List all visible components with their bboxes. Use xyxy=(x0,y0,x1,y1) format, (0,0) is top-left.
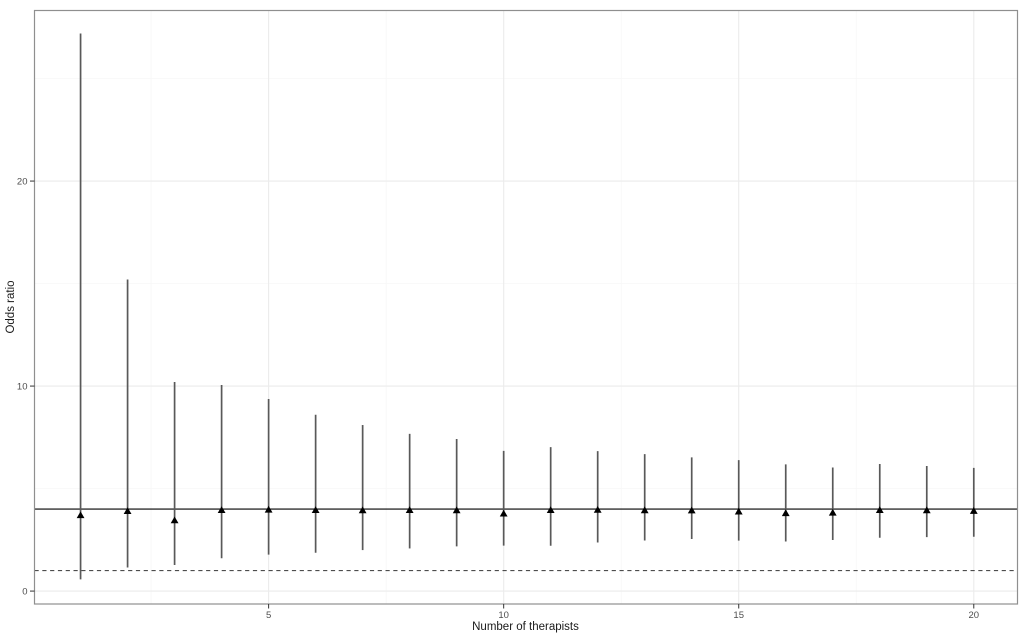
point-marker-triangle xyxy=(640,506,649,514)
point-marker-triangle xyxy=(405,506,414,514)
point-marker-triangle xyxy=(76,511,85,519)
point-marker-triangle xyxy=(546,506,555,514)
point-marker-triangle xyxy=(593,506,602,513)
point-marker-triangle xyxy=(217,506,226,514)
y-tick-label: 0 xyxy=(22,586,27,597)
point-marker-triangle xyxy=(358,506,367,514)
point-marker-triangle xyxy=(170,516,179,524)
y-axis-title: Odds ratio xyxy=(5,280,17,334)
point-marker-triangle xyxy=(264,505,273,513)
panel-background xyxy=(34,10,1018,604)
point-marker-triangle xyxy=(734,507,743,515)
x-tick-label: 5 xyxy=(266,610,271,621)
point-marker-triangle xyxy=(828,508,837,516)
y-tick-label: 20 xyxy=(17,176,28,187)
x-tick-label: 15 xyxy=(733,610,744,621)
x-tick-label: 20 xyxy=(968,610,979,621)
point-marker-triangle xyxy=(969,507,978,514)
x-axis-title: Number of therapists xyxy=(472,621,579,633)
panel-border xyxy=(33,9,1019,605)
point-marker-triangle xyxy=(499,509,508,517)
x-tick-label: 10 xyxy=(498,610,509,621)
point-marker-triangle xyxy=(311,506,320,514)
y-tick-label: 10 xyxy=(17,381,28,392)
point-marker-triangle xyxy=(922,506,931,514)
point-marker-triangle xyxy=(123,507,132,515)
point-marker-triangle xyxy=(452,506,461,514)
point-marker-triangle xyxy=(875,506,884,514)
point-marker-triangle xyxy=(781,509,790,517)
point-marker-triangle xyxy=(687,506,696,514)
